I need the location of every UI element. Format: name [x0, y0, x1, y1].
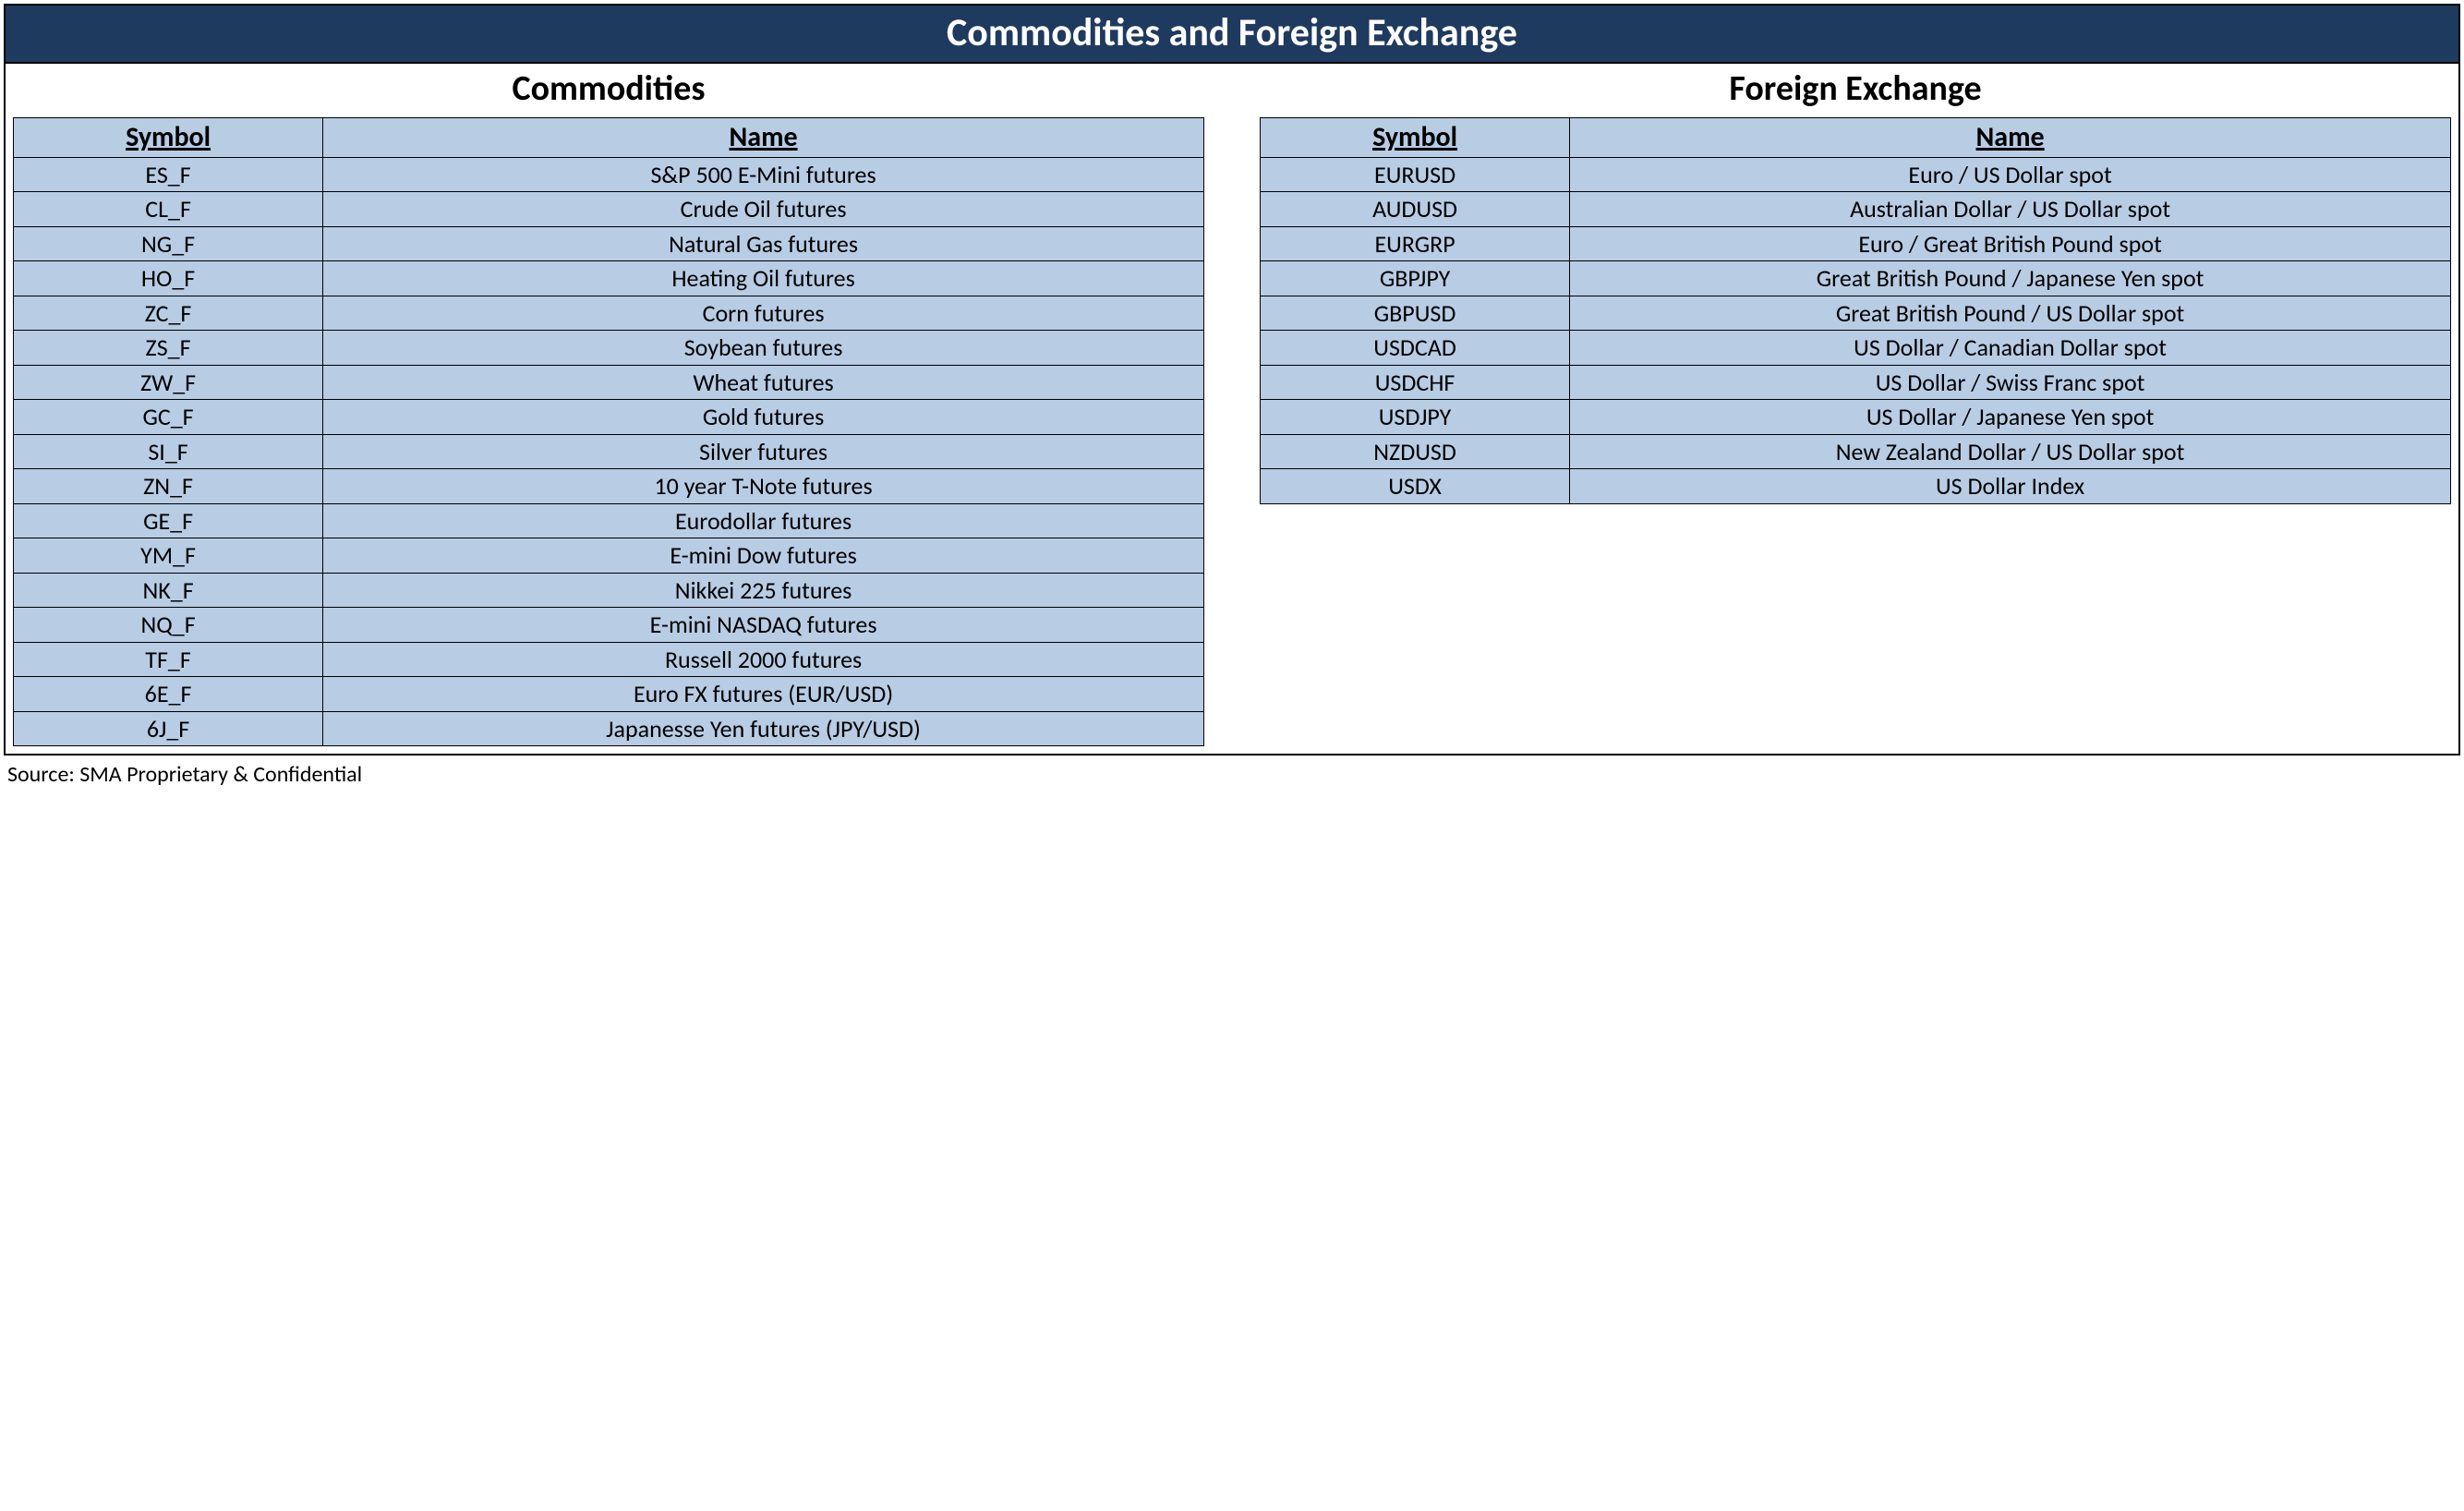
cell-name: E-mini Dow futures	[323, 538, 1204, 574]
cell-name: US Dollar / Japanese Yen spot	[1570, 400, 2451, 435]
table-row: GBPJPYGreat British Pound / Japanese Yen…	[1261, 261, 2451, 296]
cell-name: 10 year T-Note futures	[323, 469, 1204, 504]
cell-name: New Zealand Dollar / US Dollar spot	[1570, 434, 2451, 469]
cell-symbol: NG_F	[14, 226, 323, 261]
cell-name: Euro / US Dollar spot	[1570, 157, 2451, 192]
col-header-name: Name	[1570, 118, 2451, 158]
table-row: GE_FEurodollar futures	[14, 503, 1204, 538]
cell-name: Eurodollar futures	[323, 503, 1204, 538]
cell-symbol: USDCHF	[1261, 365, 1570, 400]
cell-name: S&P 500 E-Mini futures	[323, 157, 1204, 192]
cell-symbol: ZC_F	[14, 296, 323, 331]
cell-symbol: YM_F	[14, 538, 323, 574]
cell-symbol: USDX	[1261, 469, 1570, 504]
table-row: NG_FNatural Gas futures	[14, 226, 1204, 261]
cell-name: Japanesse Yen futures (JPY/USD)	[323, 711, 1204, 746]
table-row: USDCHFUS Dollar / Swiss Franc spot	[1261, 365, 2451, 400]
table-row: ZS_FSoybean futures	[14, 331, 1204, 366]
table-row: USDCADUS Dollar / Canadian Dollar spot	[1261, 331, 2451, 366]
cell-name: US Dollar / Swiss Franc spot	[1570, 365, 2451, 400]
cell-name: Great British Pound / Japanese Yen spot	[1570, 261, 2451, 296]
table-header-row: Symbol Name	[14, 118, 1204, 158]
col-header-symbol: Symbol	[1261, 118, 1570, 158]
cell-name: Gold futures	[323, 400, 1204, 435]
cell-symbol: ES_F	[14, 157, 323, 192]
cell-symbol: NZDUSD	[1261, 434, 1570, 469]
table-row: ZC_FCorn futures	[14, 296, 1204, 331]
cell-name: Crude Oil futures	[323, 192, 1204, 227]
cell-name: US Dollar / Canadian Dollar spot	[1570, 331, 2451, 366]
cell-symbol: USDJPY	[1261, 400, 1570, 435]
cell-symbol: GBPJPY	[1261, 261, 1570, 296]
fx-panel: Foreign Exchange Symbol Name EURUSDEuro …	[1260, 64, 2451, 504]
table-row: ES_FS&P 500 E-Mini futures	[14, 157, 1204, 192]
cell-symbol: CL_F	[14, 192, 323, 227]
commodities-table: Symbol Name ES_FS&P 500 E-Mini futuresCL…	[13, 117, 1204, 746]
commodities-title: Commodities	[13, 64, 1204, 117]
fx-title: Foreign Exchange	[1260, 64, 2451, 117]
cell-symbol: EURUSD	[1261, 157, 1570, 192]
cell-name: Corn futures	[323, 296, 1204, 331]
table-row: ZN_F10 year T-Note futures	[14, 469, 1204, 504]
cell-symbol: SI_F	[14, 434, 323, 469]
table-row: CL_FCrude Oil futures	[14, 192, 1204, 227]
table-row: 6J_FJapanesse Yen futures (JPY/USD)	[14, 711, 1204, 746]
table-row: SI_FSilver futures	[14, 434, 1204, 469]
table-row: 6E_FEuro FX futures (EUR/USD)	[14, 677, 1204, 712]
cell-symbol: GC_F	[14, 400, 323, 435]
cell-name: Great British Pound / US Dollar spot	[1570, 296, 2451, 331]
cell-symbol: TF_F	[14, 642, 323, 677]
source-note: Source: SMA Proprietary & Confidential	[0, 759, 2464, 788]
table-row: NZDUSDNew Zealand Dollar / US Dollar spo…	[1261, 434, 2451, 469]
cell-name: Soybean futures	[323, 331, 1204, 366]
cell-name: Heating Oil futures	[323, 261, 1204, 296]
table-row: NK_FNikkei 225 futures	[14, 573, 1204, 608]
table-row: GC_FGold futures	[14, 400, 1204, 435]
col-header-symbol: Symbol	[14, 118, 323, 158]
cell-name: Natural Gas futures	[323, 226, 1204, 261]
table-row: GBPUSDGreat British Pound / US Dollar sp…	[1261, 296, 2451, 331]
cell-name: Silver futures	[323, 434, 1204, 469]
cell-name: Australian Dollar / US Dollar spot	[1570, 192, 2451, 227]
cell-symbol: 6E_F	[14, 677, 323, 712]
content-area: Commodities Symbol Name ES_FS&P 500 E-Mi…	[6, 64, 2458, 754]
cell-symbol: GBPUSD	[1261, 296, 1570, 331]
fx-table: Symbol Name EURUSDEuro / US Dollar spotA…	[1260, 117, 2451, 504]
cell-symbol: NQ_F	[14, 608, 323, 643]
cell-symbol: HO_F	[14, 261, 323, 296]
table-row: EURGRPEuro / Great British Pound spot	[1261, 226, 2451, 261]
cell-name: US Dollar Index	[1570, 469, 2451, 504]
table-row: YM_FE-mini Dow futures	[14, 538, 1204, 574]
page-frame: Commodities and Foreign Exchange Commodi…	[4, 4, 2460, 756]
cell-symbol: NK_F	[14, 573, 323, 608]
cell-name: Nikkei 225 futures	[323, 573, 1204, 608]
cell-symbol: ZS_F	[14, 331, 323, 366]
table-row: EURUSDEuro / US Dollar spot	[1261, 157, 2451, 192]
commodities-panel: Commodities Symbol Name ES_FS&P 500 E-Mi…	[13, 64, 1204, 746]
table-row: USDJPYUS Dollar / Japanese Yen spot	[1261, 400, 2451, 435]
cell-symbol: AUDUSD	[1261, 192, 1570, 227]
table-header-row: Symbol Name	[1261, 118, 2451, 158]
page-title: Commodities and Foreign Exchange	[6, 6, 2458, 64]
cell-symbol: GE_F	[14, 503, 323, 538]
cell-name: Russell 2000 futures	[323, 642, 1204, 677]
cell-name: Euro / Great British Pound spot	[1570, 226, 2451, 261]
cell-symbol: 6J_F	[14, 711, 323, 746]
cell-symbol: ZW_F	[14, 365, 323, 400]
table-row: ZW_FWheat futures	[14, 365, 1204, 400]
cell-name: Euro FX futures (EUR/USD)	[323, 677, 1204, 712]
cell-symbol: EURGRP	[1261, 226, 1570, 261]
col-header-name: Name	[323, 118, 1204, 158]
cell-symbol: ZN_F	[14, 469, 323, 504]
table-row: HO_FHeating Oil futures	[14, 261, 1204, 296]
table-row: NQ_FE-mini NASDAQ futures	[14, 608, 1204, 643]
cell-symbol: USDCAD	[1261, 331, 1570, 366]
table-row: AUDUSDAustralian Dollar / US Dollar spot	[1261, 192, 2451, 227]
table-row: TF_FRussell 2000 futures	[14, 642, 1204, 677]
cell-name: Wheat futures	[323, 365, 1204, 400]
cell-name: E-mini NASDAQ futures	[323, 608, 1204, 643]
table-row: USDXUS Dollar Index	[1261, 469, 2451, 504]
